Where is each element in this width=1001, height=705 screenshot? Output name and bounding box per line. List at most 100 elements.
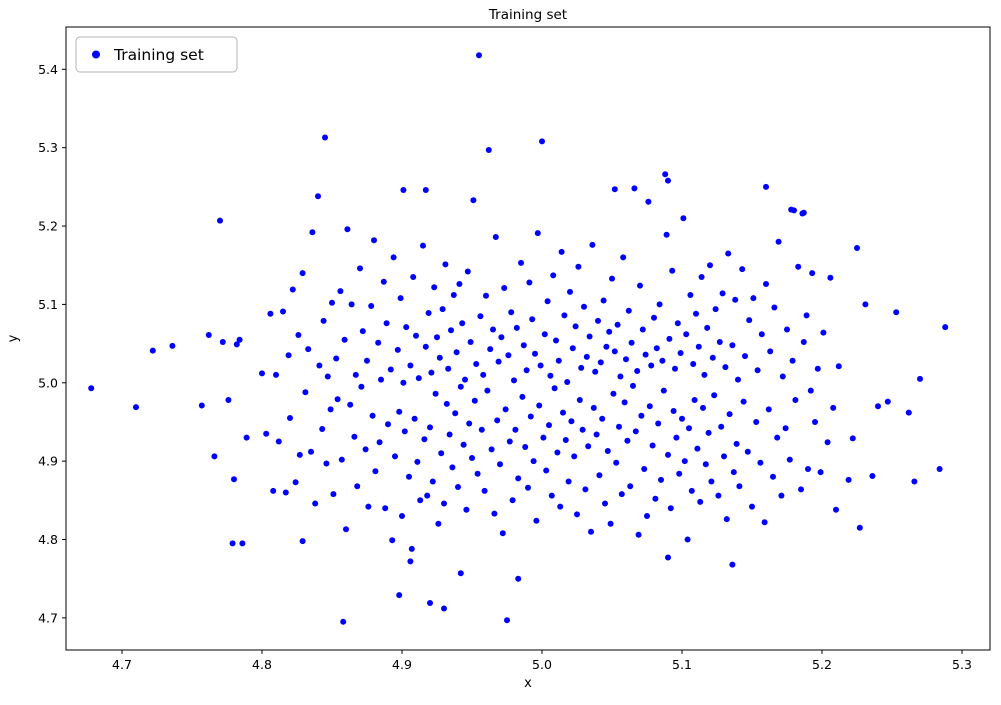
data-point	[273, 371, 279, 378]
data-point	[798, 486, 804, 493]
data-point	[917, 375, 923, 382]
data-point	[375, 339, 382, 346]
data-point	[767, 348, 774, 355]
data-point	[719, 290, 726, 297]
data-point	[553, 337, 559, 344]
data-point	[750, 295, 757, 302]
data-point	[413, 332, 419, 339]
data-point	[400, 187, 407, 193]
data-point	[627, 483, 634, 490]
data-point	[820, 329, 827, 336]
data-point	[775, 238, 782, 245]
data-point	[718, 423, 725, 430]
data-point	[259, 370, 265, 377]
data-point	[463, 506, 470, 513]
data-point	[485, 147, 492, 153]
data-point	[487, 346, 494, 353]
data-point	[351, 433, 358, 440]
data-point	[778, 492, 785, 499]
data-point	[422, 343, 429, 350]
data-point	[631, 185, 638, 192]
data-point	[296, 451, 303, 458]
data-point	[624, 437, 631, 444]
data-point	[739, 266, 746, 273]
data-point	[526, 279, 533, 286]
data-point	[341, 336, 348, 343]
data-point	[673, 434, 680, 441]
data-point	[712, 306, 719, 313]
data-point	[392, 453, 398, 460]
data-point	[400, 379, 407, 386]
data-point	[427, 600, 433, 606]
data-point	[655, 420, 662, 427]
data-point	[348, 301, 355, 308]
data-point	[637, 282, 643, 289]
data-point	[666, 335, 673, 342]
data-point	[557, 503, 564, 510]
data-point	[753, 419, 760, 425]
data-point	[446, 431, 453, 438]
data-point	[740, 398, 747, 405]
data-point	[761, 519, 768, 526]
data-point	[309, 229, 316, 236]
data-point	[347, 401, 354, 408]
data-point	[630, 382, 636, 389]
data-point	[555, 357, 562, 364]
data-point	[333, 355, 340, 362]
data-point	[410, 274, 417, 280]
data-point	[357, 265, 363, 272]
data-point	[905, 409, 912, 416]
data-point	[299, 538, 306, 545]
data-point	[548, 492, 555, 499]
data-point	[169, 342, 176, 349]
data-point	[742, 353, 748, 360]
data-point	[522, 444, 529, 450]
data-point	[429, 478, 436, 485]
data-point	[593, 431, 600, 438]
data-point	[561, 312, 568, 319]
data-point	[659, 357, 666, 364]
data-point	[704, 324, 711, 331]
data-point	[800, 339, 807, 345]
data-point	[884, 398, 891, 405]
data-point	[450, 292, 457, 298]
data-point	[729, 342, 736, 349]
data-point	[625, 307, 632, 314]
data-point	[396, 408, 403, 415]
data-point	[688, 487, 695, 494]
data-point	[708, 478, 715, 485]
data-point	[389, 537, 396, 544]
data-point	[681, 458, 688, 465]
data-point	[579, 426, 586, 433]
data-point	[198, 402, 205, 409]
data-point	[540, 434, 547, 441]
data-point	[763, 281, 769, 287]
data-point	[88, 385, 95, 392]
data-point	[620, 254, 627, 261]
data-point	[315, 193, 321, 200]
data-point	[280, 308, 286, 315]
data-point	[483, 292, 489, 299]
data-point	[532, 350, 538, 357]
data-point	[665, 177, 671, 184]
data-point	[715, 492, 722, 499]
data-point	[575, 263, 582, 270]
data-point	[635, 531, 642, 538]
data-point	[441, 500, 447, 507]
data-point	[814, 365, 821, 372]
data-point	[394, 346, 401, 353]
data-point	[854, 245, 860, 251]
data-point	[270, 487, 277, 494]
data-point	[343, 526, 349, 533]
data-point	[833, 506, 839, 513]
data-point	[243, 434, 250, 441]
data-point	[407, 558, 414, 565]
data-point	[414, 458, 421, 465]
data-point	[445, 365, 452, 372]
data-point	[492, 234, 499, 240]
data-point	[856, 524, 863, 531]
data-point	[812, 419, 818, 425]
data-point	[509, 497, 516, 504]
data-point	[401, 428, 408, 435]
